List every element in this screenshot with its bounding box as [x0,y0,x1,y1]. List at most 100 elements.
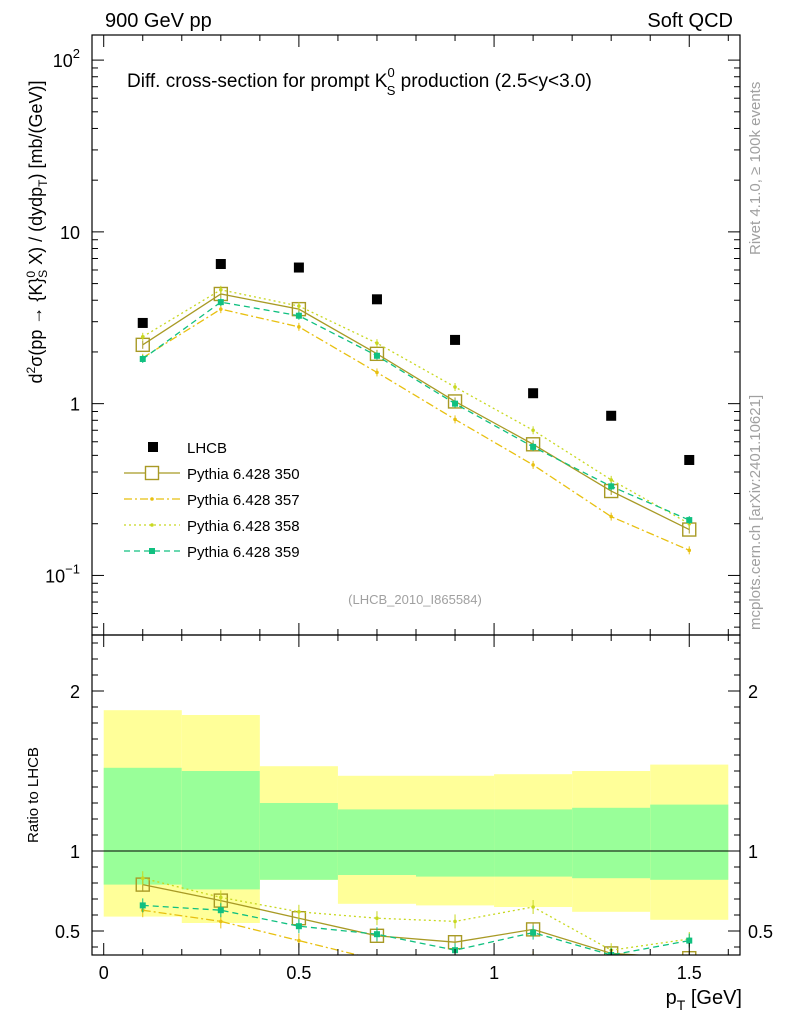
plot-title: Diff. cross-section for prompt K0 S produ… [127,65,592,98]
lhcb-data-point [371,294,382,305]
mcplots-citation-text: mcplots.cern.ch [arXiv:2401.10621] [747,395,764,630]
svg-text:d2σ(pp → {K}0S X) / (dydpT) [m: d2σ(pp → {K}0S X) / (dydpT) [mb/(GeV)] [24,81,50,384]
ratio-y-tick-label: 0.5 [55,922,80,942]
ratio-marker [609,974,613,978]
ratio-marker [139,902,146,909]
mc-marker [447,394,463,409]
mc-line [142,293,690,531]
plot-title-sup: 0 [387,65,394,80]
ratio-line [142,904,690,955]
mc-marker [139,355,146,362]
ratio-marker [531,956,535,960]
main-y-tick-label: 102 [53,46,80,71]
legend-item: LHCB [148,440,227,457]
ratio-green-band [650,804,729,880]
plot-title-sub: S [387,83,396,98]
legend-label: Pythia 6.428 357 [187,492,300,509]
legend-label: Pythia 6.428 350 [187,466,300,483]
ratio-green-band [337,809,416,875]
x-tick-label: 1 [489,963,499,983]
ratio-green-band [572,807,651,879]
mc-marker [452,400,459,407]
ratio-y-tick-label: 2 [70,682,80,702]
lhcb-data-point [450,334,461,345]
legend-marker [144,465,160,481]
mc-marker [217,299,224,306]
ratio-line [142,909,361,955]
ratio-marker [140,876,145,880]
ratio-y-label: Ratio to LHCB [25,747,42,843]
mc-marker [297,325,301,329]
main-y-tick-label: 10 [60,223,80,243]
ratio-green-band [494,809,573,877]
ratio-y-tick-label-right: 2 [748,682,758,702]
ratio-y-tick-label: 1 [70,842,80,862]
mc-marker [530,443,537,450]
mc-marker [295,312,302,319]
legend-item: Pythia 6.428 357 [124,492,300,509]
ratio-line [142,877,690,951]
lhcb-data-point [684,454,695,465]
mc-marker [686,517,693,524]
plot-title-prefix: Diff. cross-section for prompt K [127,71,388,92]
legend-label: LHCB [187,440,227,457]
mc-marker [531,463,535,467]
rivet-version-text: Rivet 4.1.0, ≥ 100k events [747,82,764,255]
ratio-marker [531,905,535,909]
legend-marker [149,548,155,554]
mc-line [142,308,690,551]
legend-item: Pythia 6.428 350 [124,465,300,483]
analysis-tag: (LHCB_2010_I865584) [348,592,482,607]
main-y-tick-label: 10−1 [45,561,80,586]
x-tick-label: 1.5 [677,963,702,983]
mc-marker [297,304,301,308]
ratio-marker [373,931,380,938]
ratio-series-2 [140,871,692,955]
ratio-marker [217,907,224,914]
lhcb-data-point [293,262,304,273]
mc-marker [373,352,380,359]
ratio-marker [453,964,457,968]
mc-marker [219,288,223,292]
plot-title-suffix: production (2.5<y<3.0) [395,71,591,92]
lhcb-data-point [137,317,148,328]
header-left: 900 GeV pp [105,10,212,32]
mc-marker [609,478,613,482]
main-y-tick-label: 1 [70,395,80,415]
x-axis-label-main: p [666,987,677,1009]
main-series-3 [140,285,692,528]
legend-label: Pythia 6.428 359 [187,544,300,561]
legend-marker [150,497,154,501]
main-axis-ticks: 102 10 1 10−1 [45,35,740,635]
ratio-green-band [259,803,338,880]
ratio-marker [297,910,301,914]
ratio-marker [295,923,302,930]
legend-item: Pythia 6.428 359 [124,544,300,561]
x-axis-label-sub: T [677,997,686,1013]
legend-item: Pythia 6.428 358 [124,518,300,535]
x-axis-label: pT [GeV] [666,987,742,1013]
ratio-marker [219,895,223,900]
mc-marker [453,417,457,422]
ratio-green-band [181,771,260,890]
y-axis-label: d2σ(pp → {K}0S X) / (dydpT) [mb/(GeV)] [24,81,50,384]
ratio-y-tick-label-right: 1 [748,842,758,862]
mc-marker [453,385,457,389]
mc-marker [531,428,535,433]
legend-marker [150,523,154,527]
x-tick-label: 0 [99,963,109,983]
main-series-4 [139,298,693,525]
ratio-marker [375,958,379,962]
ratio-axis-ticks: 2 2 1 1 0.5 0.5 0 0.5 1 1.5 [55,635,773,983]
ratio-marker [375,916,379,920]
ratio-y-tick-label-right: 0.5 [748,922,773,942]
lhcb-data-point [215,259,226,270]
ratio-green-band [416,809,495,877]
ratio-line [142,883,648,955]
mc-marker [608,483,615,490]
ratio-marker [297,938,301,943]
mc-marker [219,307,223,311]
legend: LHCB Pythia 6.428 350 Pythia 6.428 357 Pyth… [124,440,300,561]
main-series-2 [140,305,692,555]
